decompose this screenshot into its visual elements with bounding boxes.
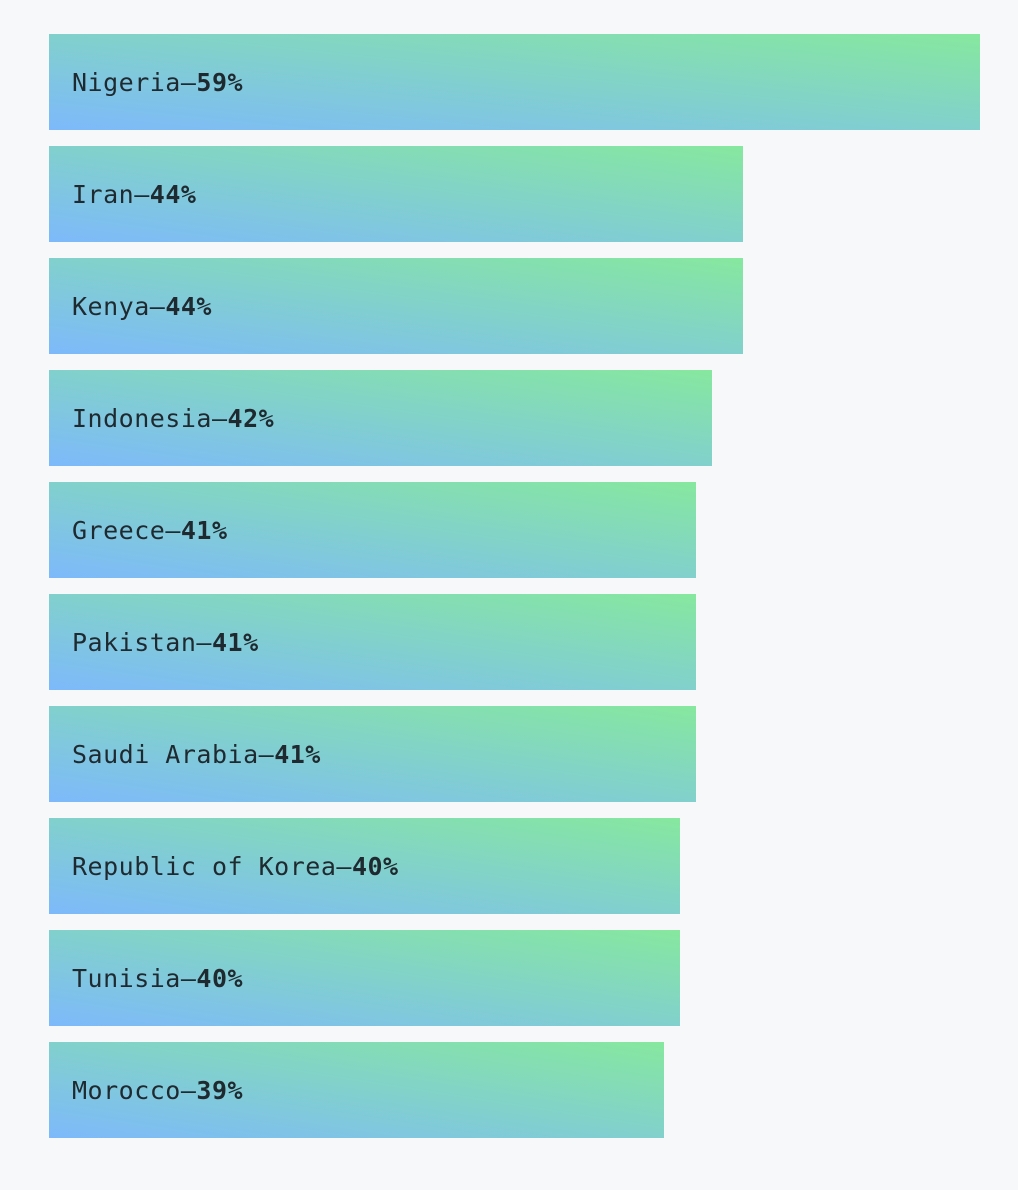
bar-greece: Greece – 41% [49, 482, 696, 578]
bar-category-label: Indonesia [72, 403, 212, 433]
bar-value-label: 39% [196, 1075, 244, 1105]
bar-category-label: Saudi Arabia [72, 739, 259, 769]
bar-value-label: 41% [274, 739, 321, 769]
bar-value-label: 41% [211, 627, 259, 657]
bar-value-label: 40% [196, 963, 244, 993]
bar-value-label: 59% [196, 67, 244, 97]
bar-iran: Iran – 44% [49, 146, 743, 242]
bar-separator: – [180, 963, 197, 993]
bar-separator: – [211, 403, 228, 433]
bar-separator: – [336, 851, 352, 881]
bar-republic-of-korea: Republic of Korea – 40% [49, 818, 680, 914]
bar-value-label: 44% [165, 291, 212, 321]
bar-separator: – [180, 1075, 197, 1105]
bar-separator: – [196, 627, 212, 657]
bar-separator: – [149, 291, 166, 321]
bar-kenya: Kenya – 44% [49, 258, 743, 354]
bar-separator: – [258, 739, 275, 769]
bar-category-label: Pakistan [72, 627, 197, 657]
bar-indonesia: Indonesia – 42% [49, 370, 712, 466]
bar-value-label: 40% [351, 851, 399, 881]
bar-value-label: 41% [180, 515, 228, 545]
bar-separator: – [180, 67, 197, 97]
bar-tunisia: Tunisia – 40% [49, 930, 680, 1026]
bar-category-label: Morocco [72, 1075, 181, 1105]
bar-category-label: Iran [72, 179, 135, 209]
bar-value-label: 42% [227, 403, 275, 433]
bar-separator: – [165, 515, 181, 545]
bar-morocco: Morocco – 39% [49, 1042, 664, 1138]
bar-pakistan: Pakistan – 41% [49, 594, 696, 690]
bar-chart: Nigeria – 59% Iran – 44% Kenya – 44% Indone… [49, 34, 980, 1154]
bar-category-label: Kenya [72, 291, 150, 321]
bar-category-label: Tunisia [72, 963, 181, 993]
bar-category-label: Greece [72, 515, 166, 545]
bar-category-label: Nigeria [72, 67, 181, 97]
bar-separator: – [134, 179, 150, 209]
bar-saudi-arabia: Saudi Arabia – 41% [49, 706, 696, 802]
bar-nigeria: Nigeria – 59% [49, 34, 980, 130]
bar-value-label: 44% [149, 179, 197, 209]
bar-category-label: Republic of Korea [72, 851, 337, 881]
